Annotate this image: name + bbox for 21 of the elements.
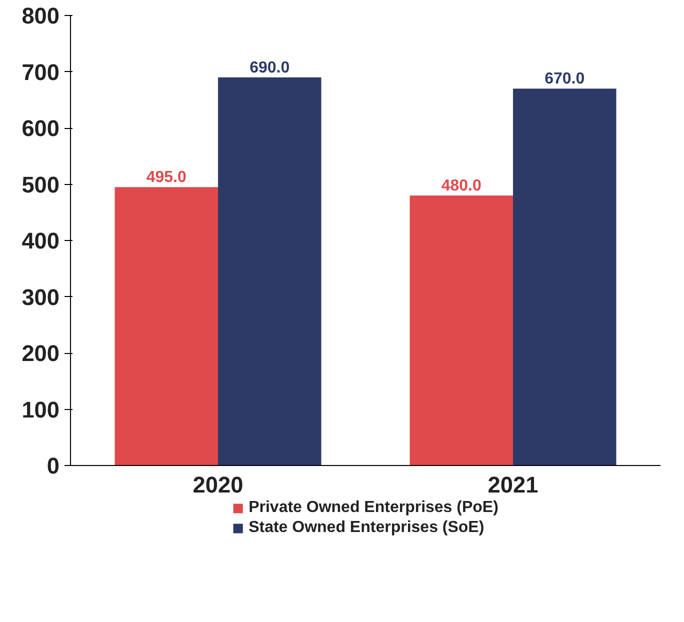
x-tick-label: 2021 xyxy=(488,472,538,498)
bar xyxy=(114,187,218,466)
data-label: 670.0 xyxy=(544,70,585,88)
y-tick-label: 800 xyxy=(22,2,60,28)
y-tick-label: 200 xyxy=(22,340,60,366)
y-tick-label: 0 xyxy=(46,452,60,478)
y-tick-label: 100 xyxy=(22,396,60,422)
y-tick-label: 300 xyxy=(22,284,60,310)
legend-label: State Owned Enterprises (SoE) xyxy=(248,519,484,537)
y-tick-label: 400 xyxy=(22,228,60,254)
data-label: 690.0 xyxy=(250,59,290,76)
bar xyxy=(513,88,616,466)
y-tick-label: 500 xyxy=(22,171,60,198)
data-label: 480.0 xyxy=(441,178,482,194)
bar xyxy=(218,77,322,466)
y-tick-label: 700 xyxy=(22,58,60,85)
x-tick-label: 2020 xyxy=(192,472,244,498)
data-label: 495.0 xyxy=(146,169,186,186)
legend-label: Private Owned Enterprises (PoE) xyxy=(248,499,498,517)
bar xyxy=(410,196,513,466)
y-tick-label: 600 xyxy=(22,115,60,141)
